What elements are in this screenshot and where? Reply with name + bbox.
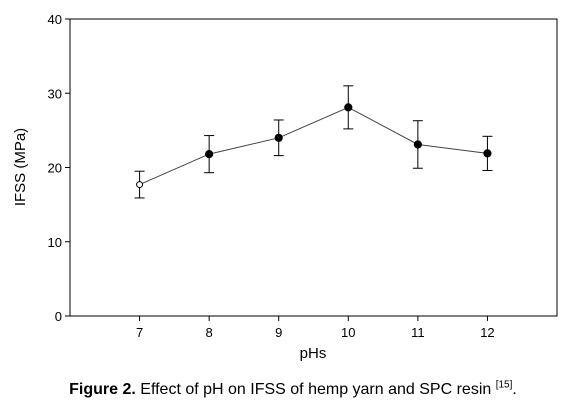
y-axis: 0 10 20 30 40 <box>48 12 70 324</box>
x-tick-label: 9 <box>275 325 282 340</box>
caption-end: . <box>512 381 517 398</box>
y-tick-label: 30 <box>48 86 62 101</box>
ifss-line-chart: 0 10 20 30 40 7 8 9 10 11 12 IFSS (MPa) pHs <box>12 12 558 362</box>
plot-frame <box>69 18 558 317</box>
y-tick-label: 20 <box>48 161 62 176</box>
data-point <box>483 149 492 158</box>
y-tick-label: 40 <box>48 12 62 27</box>
series-line <box>139 106 488 186</box>
caption-reference: [15] <box>495 379 513 391</box>
x-axis-title: pHs <box>300 345 327 362</box>
error-bars <box>134 85 493 199</box>
x-tick-label: 8 <box>206 325 213 340</box>
data-point <box>136 181 144 189</box>
caption-label: Figure 2. <box>69 381 136 398</box>
data-point <box>274 133 283 142</box>
data-points <box>136 103 492 189</box>
x-tick-label: 11 <box>411 325 425 340</box>
x-tick-label: 7 <box>136 325 143 340</box>
figure-caption: Figure 2. Effect of pH on IFSS of hemp y… <box>0 379 586 399</box>
caption-text: Effect of pH on IFSS of hemp yarn and SP… <box>135 381 496 398</box>
y-tick-label: 0 <box>55 309 62 324</box>
x-axis: 7 8 9 10 11 12 <box>136 316 495 340</box>
data-point <box>344 103 353 112</box>
data-point <box>413 140 422 149</box>
data-point <box>205 150 214 159</box>
x-tick-label: 12 <box>480 325 494 340</box>
x-tick-label: 10 <box>341 325 355 340</box>
y-axis-title: IFSS (MPa) <box>12 128 29 206</box>
y-tick-label: 10 <box>48 235 62 250</box>
